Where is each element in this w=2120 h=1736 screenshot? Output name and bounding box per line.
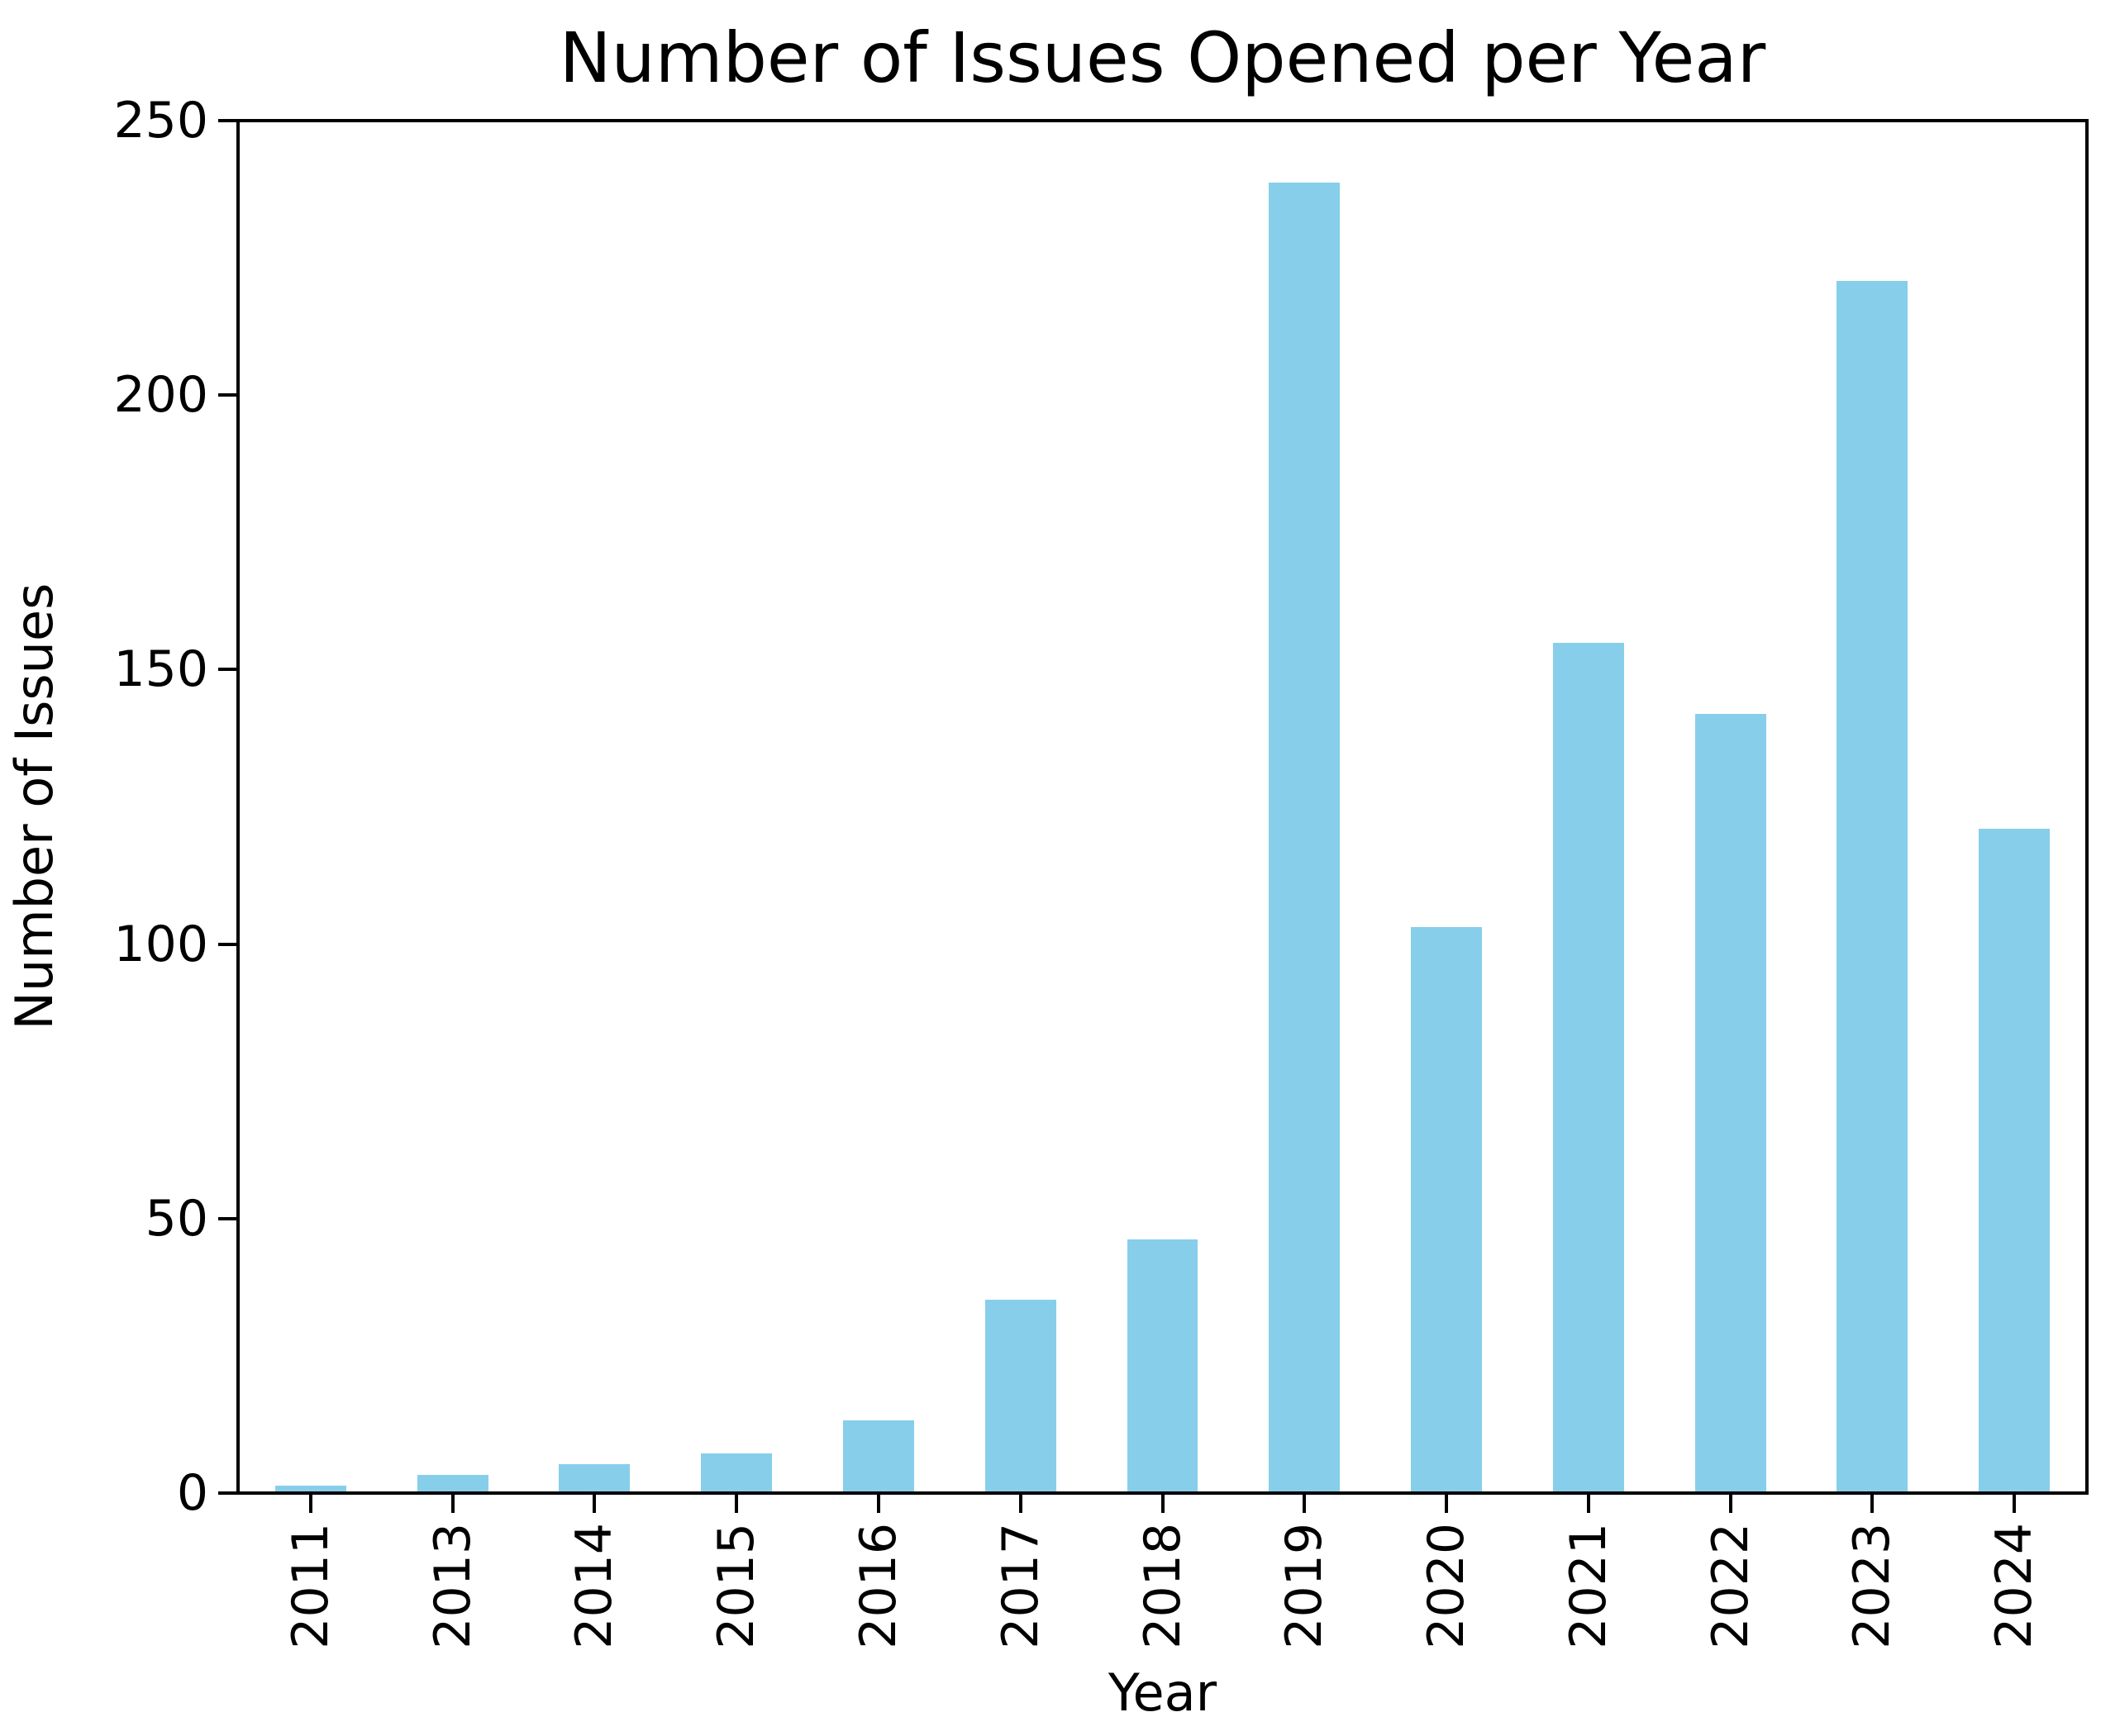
x-tick-mark-2017 bbox=[1018, 1495, 1022, 1513]
plot-area bbox=[236, 119, 2089, 1495]
x-tick-mark-2022 bbox=[1728, 1495, 1732, 1513]
x-axis-label: Year bbox=[1108, 1662, 1217, 1723]
x-tick-label-2020: 2020 bbox=[1417, 1523, 1476, 1649]
x-tick-mark-2014 bbox=[593, 1495, 597, 1513]
bar-2019 bbox=[1269, 182, 1341, 1491]
x-tick-label-2016: 2016 bbox=[849, 1523, 908, 1649]
bar-2013 bbox=[417, 1475, 488, 1491]
x-tick-mark-2018 bbox=[1160, 1495, 1165, 1513]
y-tick-mark-250 bbox=[218, 119, 236, 122]
y-tick-mark-100 bbox=[218, 942, 236, 946]
x-tick-mark-2024 bbox=[2013, 1495, 2017, 1513]
x-tick-mark-2015 bbox=[735, 1495, 739, 1513]
x-tick-mark-2011 bbox=[308, 1495, 312, 1513]
bar-2024 bbox=[1979, 829, 2051, 1491]
chart-title: Number of Issues Opened per Year bbox=[559, 17, 1766, 98]
x-tick-label-2014: 2014 bbox=[565, 1523, 624, 1649]
y-tick-label-50: 50 bbox=[145, 1189, 208, 1248]
x-tick-label-2018: 2018 bbox=[1133, 1523, 1192, 1649]
bar-2022 bbox=[1694, 713, 1766, 1491]
bar-2011 bbox=[274, 1486, 346, 1491]
bar-2023 bbox=[1837, 281, 1908, 1491]
y-tick-label-0: 0 bbox=[176, 1464, 208, 1522]
y-axis-label: Number of Issues bbox=[4, 583, 64, 1030]
bar-2018 bbox=[1127, 1239, 1198, 1491]
x-tick-mark-2013 bbox=[450, 1495, 455, 1513]
y-tick-mark-0 bbox=[218, 1491, 236, 1495]
y-tick-label-250: 250 bbox=[113, 92, 208, 150]
y-tick-label-100: 100 bbox=[113, 915, 208, 973]
x-tick-mark-2019 bbox=[1303, 1495, 1307, 1513]
x-tick-mark-2021 bbox=[1586, 1495, 1590, 1513]
bar-2020 bbox=[1411, 927, 1482, 1491]
x-tick-label-2017: 2017 bbox=[991, 1523, 1050, 1649]
x-tick-label-2022: 2022 bbox=[1701, 1523, 1760, 1649]
y-tick-mark-50 bbox=[218, 1216, 236, 1220]
x-tick-label-2019: 2019 bbox=[1275, 1523, 1334, 1649]
x-tick-label-2013: 2013 bbox=[423, 1523, 482, 1649]
bar-2016 bbox=[843, 1420, 914, 1491]
bar-2014 bbox=[559, 1463, 631, 1491]
y-tick-label-150: 150 bbox=[113, 640, 208, 699]
x-tick-label-2023: 2023 bbox=[1843, 1523, 1902, 1649]
bar-2017 bbox=[984, 1300, 1056, 1491]
y-tick-mark-200 bbox=[218, 393, 236, 397]
y-tick-mark-150 bbox=[218, 668, 236, 672]
x-tick-label-2024: 2024 bbox=[1985, 1523, 2044, 1649]
bar-2015 bbox=[701, 1453, 773, 1491]
x-tick-mark-2020 bbox=[1445, 1495, 1449, 1513]
x-tick-mark-2023 bbox=[1870, 1495, 1875, 1513]
bar-2021 bbox=[1552, 642, 1624, 1491]
y-tick-label-200: 200 bbox=[113, 366, 208, 425]
x-tick-label-2015: 2015 bbox=[707, 1523, 766, 1649]
x-tick-mark-2016 bbox=[876, 1495, 880, 1513]
x-tick-label-2021: 2021 bbox=[1559, 1523, 1617, 1649]
x-tick-label-2011: 2011 bbox=[281, 1523, 340, 1649]
